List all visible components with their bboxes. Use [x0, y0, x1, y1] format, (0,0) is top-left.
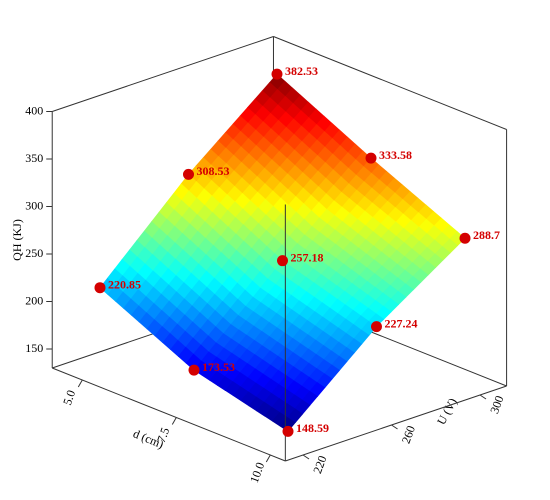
y-tick-label: 260: [399, 424, 418, 446]
x-tick-label: 5.0: [60, 388, 78, 407]
z-tick-label: 300: [25, 198, 43, 212]
data-point: [371, 321, 382, 333]
x-tick-label: 7.5: [154, 426, 172, 445]
y-tick: [302, 454, 310, 460]
data-label: 257.18: [291, 250, 324, 264]
z-tick-label: 350: [25, 151, 43, 165]
x-tick: [77, 379, 83, 388]
data-point: [94, 282, 106, 294]
data-label: 382.53: [285, 64, 318, 78]
data-point: [183, 168, 194, 180]
data-point: [277, 255, 288, 267]
x-tick: [265, 454, 271, 463]
data-label: 173.53: [202, 360, 235, 374]
data-point: [188, 364, 200, 376]
data-point: [365, 152, 377, 164]
y-tick-label: 300: [487, 394, 506, 416]
data-point: [282, 425, 294, 437]
y-tick: [391, 424, 398, 430]
box-edge: [52, 36, 274, 112]
x-tick-label: 10.0: [247, 460, 267, 485]
z-axis-label: QH (KJ): [10, 219, 24, 261]
y-tick-label: 220: [310, 454, 329, 476]
data-label: 288.7: [473, 228, 500, 242]
z-tick-label: 250: [25, 246, 43, 260]
box-edge: [52, 367, 286, 462]
z-tick-label: 200: [25, 293, 43, 307]
data-label: 227.24: [385, 316, 418, 330]
data-label: 333.58: [379, 148, 412, 162]
box-edge: [273, 36, 507, 130]
data-label: 220.85: [108, 277, 141, 291]
x-tick: [171, 417, 177, 425]
z-tick-label: 400: [25, 103, 43, 117]
data-point: [459, 232, 471, 244]
z-tick-label: 150: [25, 341, 43, 355]
y-tick: [479, 394, 487, 400]
y-axis-label: U (V): [434, 396, 460, 428]
box-edge: [285, 385, 507, 462]
data-label: 308.53: [197, 164, 230, 178]
data-label: 148.59: [296, 421, 329, 435]
data-point: [271, 68, 283, 80]
